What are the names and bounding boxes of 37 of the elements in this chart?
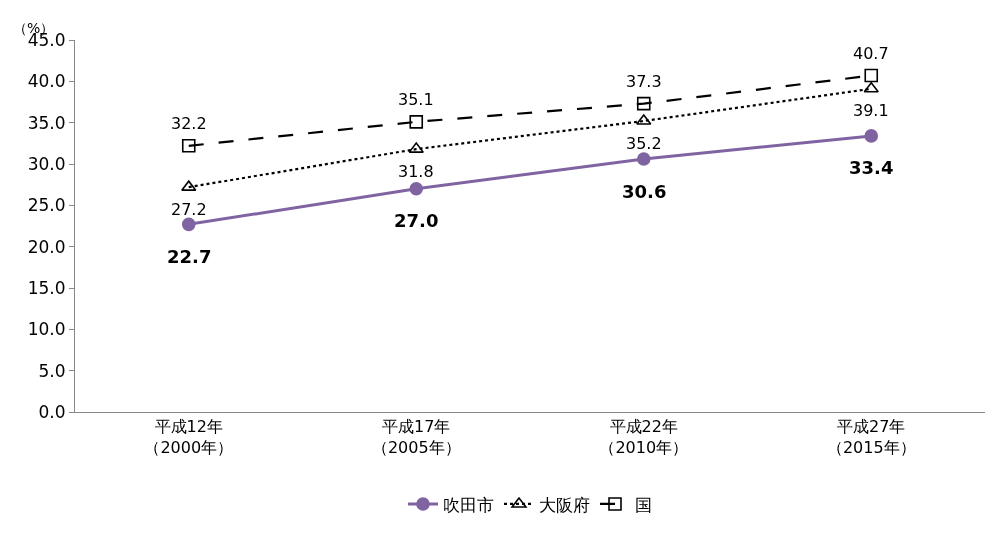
point [181,139,196,153]
point [409,182,424,196]
x-tick-label: 平成12年（2000年） [144,417,234,457]
point [864,129,879,143]
y-tick-label: 35.0 [27,112,66,133]
data-label: 37.3 [626,72,662,91]
legend-label: 国 [635,494,652,515]
legend-label: 吹田市 [443,494,494,515]
point [636,152,651,166]
y-tick-label: 5.0 [38,360,66,381]
data-label: 27.2 [171,200,207,219]
x-tick-label: 平成17年（2005年） [371,417,461,457]
x-tick-label: 平成27年（2015年） [826,417,916,457]
data-label: 39.1 [853,101,889,120]
y-tick-label: 15.0 [27,277,66,298]
y-tick-label: 30.0 [27,153,66,174]
point [863,81,879,93]
y-tick-label: 10.0 [27,319,66,340]
data-label: 30.6 [622,181,667,202]
y-tick-label: 25.0 [27,195,66,216]
data-label: 35.2 [626,134,662,153]
point [409,115,424,129]
y-tick-label: 20.0 [27,236,66,257]
data-label: 27.0 [394,210,439,231]
data-label: 22.7 [167,246,212,267]
data-label: 33.4 [849,157,894,178]
point [181,217,196,232]
data-label: 35.1 [398,90,434,109]
legend-label: 大阪府 [539,494,590,515]
point [864,68,879,83]
y-tick-label: 40.0 [27,71,66,92]
y-tick-label: 0.0 [38,401,66,422]
data-label: 31.8 [398,162,434,181]
data-label: 32.2 [171,114,207,133]
data-label: 40.7 [853,44,889,63]
x-tick-label: 平成22年（2010年） [599,417,689,457]
point [636,96,651,111]
